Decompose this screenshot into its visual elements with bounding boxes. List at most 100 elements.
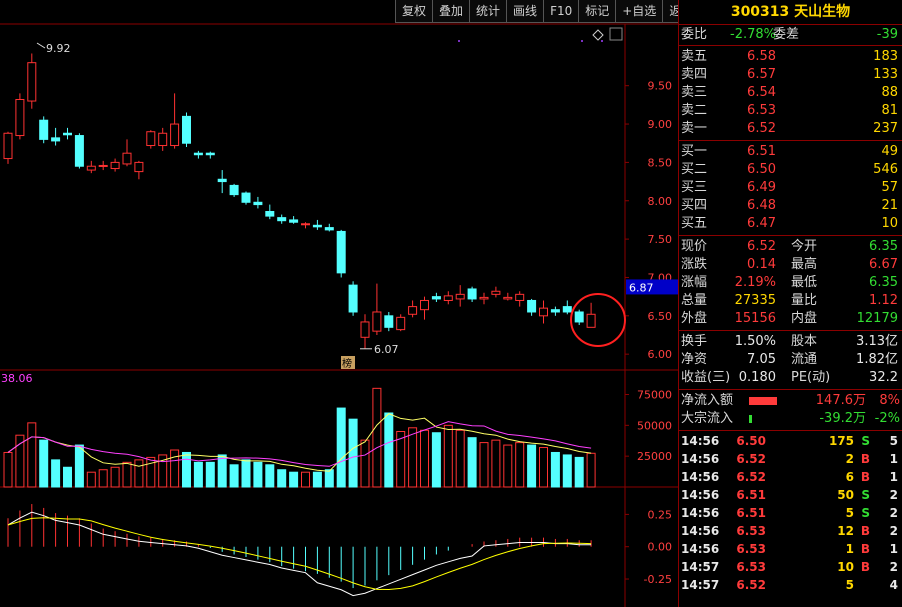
trade-row: 14:56 6.53 12 B 2 — [679, 522, 902, 540]
order-volume: 10 — [881, 216, 898, 231]
trade-side: S — [861, 434, 870, 448]
quote-value: 6.35 — [869, 275, 898, 290]
candle-body — [74, 135, 84, 167]
sell-order-row: 卖二 6.53 81 — [679, 102, 902, 120]
order-volume: 237 — [873, 121, 898, 136]
stock-title: 300313 天山生物 — [679, 0, 902, 25]
price-tick-label: 9.50 — [648, 80, 673, 93]
trade-count: 2 — [889, 506, 898, 520]
flow-row: 净流入额 147.6万 8% — [679, 392, 902, 410]
toolbar-button-1[interactable]: 叠加 — [432, 0, 471, 23]
volume-bar — [336, 407, 346, 488]
tick-trades: 14:56 6.50 175 S 5 14:56 6.52 2 B 1 14:56 6.52 6 B 1 14… — [679, 431, 902, 595]
trade-count: 2 — [889, 488, 898, 502]
price-tick-label: 7.50 — [648, 233, 673, 246]
order-volume: 81 — [881, 103, 898, 118]
quote-value: 12179 — [856, 311, 898, 326]
volume-bar — [515, 442, 525, 488]
candle-body — [408, 306, 418, 315]
diamond-icon[interactable] — [592, 29, 604, 41]
quote-label: 内盘 — [791, 311, 818, 326]
candle-body — [360, 321, 370, 338]
flow-value: 147.6万 — [815, 393, 866, 408]
candle-body — [396, 316, 406, 331]
order-volume: 21 — [881, 198, 898, 213]
trade-side: B — [860, 542, 870, 556]
candle-body — [63, 132, 72, 136]
quote-label: 现价 — [681, 239, 708, 254]
trade-volume: 12 — [837, 524, 854, 538]
panel-toggle-icon[interactable] — [609, 27, 623, 41]
toolbar-button-6[interactable]: +自选 — [615, 0, 664, 23]
toolbar-button-0[interactable]: 复权 — [395, 0, 434, 23]
candle-body — [39, 119, 49, 140]
volume-bar — [467, 437, 477, 488]
order-price: 6.54 — [747, 85, 776, 100]
order-level-label: 卖四 — [681, 67, 708, 82]
quote-value: 2.19% — [734, 275, 776, 290]
flow-pct: -2% — [874, 411, 900, 426]
trade-row: 14:56 6.50 175 S 5 — [679, 432, 902, 450]
marker-text: 榜 — [342, 357, 352, 370]
buy-order-row: 买二 6.50 546 — [679, 161, 902, 179]
price-tick-label: 9.00 — [648, 118, 673, 131]
toolbar-button-5[interactable]: 标记 — [578, 0, 617, 23]
current-price-box — [626, 279, 678, 295]
candle-body — [205, 152, 215, 156]
volume-bar — [431, 432, 441, 488]
trade-time: 14:56 — [681, 524, 720, 538]
trade-row: 14:57 6.53 10 B 2 — [679, 558, 902, 576]
kline-chart[interactable]: 9.509.008.508.007.507.006.506.006.877500… — [0, 0, 678, 607]
volume-bar — [217, 454, 227, 488]
trade-count: 1 — [889, 470, 898, 484]
trade-price: 6.53 — [736, 560, 766, 574]
volume-corner-label: 38.06 — [1, 372, 33, 385]
volume-bar — [562, 454, 572, 488]
volume-bar — [253, 461, 263, 488]
candle-body — [312, 224, 322, 228]
sell-order-row: 卖三 6.54 88 — [679, 84, 902, 102]
toolbar-button-2[interactable]: 统计 — [469, 0, 508, 23]
fundamental-label: 流通 — [791, 352, 818, 367]
trade-volume: 6 — [845, 470, 854, 484]
current-price-label: 6.87 — [629, 281, 654, 294]
volume-bar — [360, 439, 370, 488]
volume-bar — [241, 459, 251, 488]
low-label: 6.07 — [374, 343, 399, 356]
trade-count: 5 — [889, 434, 898, 448]
trade-volume: 2 — [845, 452, 854, 466]
volume-bar — [539, 447, 548, 488]
signal-dot — [458, 40, 460, 42]
weicha-value: -39 — [876, 27, 898, 42]
quote-row: 现价 6.52 今开 6.35 — [679, 238, 902, 256]
candle-body — [586, 313, 596, 328]
trade-volume: 5 — [845, 506, 854, 520]
volume-ma-line — [7, 421, 592, 467]
volume-bar — [74, 444, 84, 488]
volume-bar — [39, 439, 49, 488]
volume-tick-label: 75000 — [637, 389, 672, 402]
quote-row: 涨幅 2.19% 最低 6.35 — [679, 274, 902, 292]
candle-body — [503, 296, 513, 300]
trade-price: 6.53 — [736, 524, 766, 538]
volume-bar — [420, 429, 429, 488]
toolbar-button-4[interactable]: F10 — [543, 0, 580, 23]
buy-orders: 买一 6.51 49 买二 6.50 546 买三 6.49 57 买四 6.48 21 买五 6.47 1… — [679, 141, 902, 236]
volume-bar — [574, 456, 584, 488]
buy-order-row: 买一 6.51 49 — [679, 143, 902, 161]
candle-body — [301, 223, 310, 226]
macd-dif-line — [7, 511, 592, 597]
volume-bar — [348, 418, 358, 488]
trade-volume: 50 — [837, 488, 854, 502]
volume-bar — [586, 452, 596, 488]
toolbar-button-3[interactable]: 画线 — [506, 0, 545, 23]
volume-ma-line — [7, 413, 592, 472]
quote-label: 今开 — [791, 239, 818, 254]
trade-time: 14:56 — [681, 542, 720, 556]
marker-badge[interactable] — [341, 356, 355, 369]
trade-count: 4 — [889, 578, 898, 592]
volume-tick-label: 50000 — [637, 419, 672, 432]
candle-body — [110, 161, 120, 170]
trade-side: S — [861, 488, 870, 502]
trade-price: 6.53 — [736, 542, 766, 556]
